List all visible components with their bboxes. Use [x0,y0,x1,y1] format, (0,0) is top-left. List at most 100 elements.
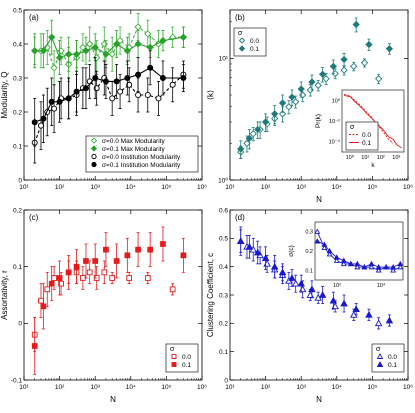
x-tick-label: 10² [261,184,271,191]
data-point [155,95,162,102]
data-point [117,88,124,95]
data-point [318,291,327,298]
data-point [160,241,166,247]
series-2 [31,226,187,375]
data-point [90,145,98,152]
y-tick-label: 0 [224,377,228,384]
inset-y-tick-label: 10⁻⁴ [329,139,341,146]
data-point [375,75,383,83]
data-point [113,258,120,264]
data-point [82,85,89,92]
data-point [51,275,57,281]
data-point [101,269,108,276]
data-point [340,257,347,263]
data-point [124,74,131,81]
data-point [72,50,81,58]
series-4 [31,50,187,147]
inset-clustering-std: 10² 10⁴ 0.1 0.2 0.3 σ(c) [288,221,404,289]
inset-x-tick-label: 10³ [392,155,400,161]
legend-label: σ=0.1 Institution Modularity [102,162,181,169]
data-point [55,53,64,62]
x-tick-label: 10³ [296,184,306,191]
data-point [376,353,384,359]
data-point [56,98,63,105]
x-tick-label: 10² [55,384,65,391]
inset-x-tick-label: 10² [377,155,385,161]
data-point [56,275,63,281]
data-point [365,310,373,318]
y-tick-label: 0.2 [13,109,22,116]
data-point [169,286,176,293]
y-axis-label: Assortativity, r [0,270,9,320]
y-tick-label: 10¹ [219,56,229,63]
x-tick-label: 10⁶ [197,384,207,391]
data-point [65,269,72,276]
series-3 [31,60,187,164]
data-point [326,251,333,257]
data-point [180,74,187,81]
data-point [31,343,38,349]
data-point [271,110,279,118]
data-point [102,78,109,85]
data-point [383,263,390,270]
data-point [390,267,397,273]
data-point [360,59,369,67]
data-point [340,55,348,64]
x-tick-label: 10¹ [19,384,29,391]
data-point [254,125,262,134]
y-tick-label: -0.1 [11,377,23,384]
data-point [159,36,167,45]
data-point [113,78,120,85]
data-point [40,303,47,310]
inset-x-tick-label: 10¹ [361,155,369,161]
legend-label: 0.1 [250,46,259,53]
series-2 [236,226,394,327]
data-point [245,134,254,142]
data-point [347,260,354,267]
legend-label: σ=0.0 Max Modularity [102,138,165,145]
data-point [385,316,394,324]
legend-label: σ=0.1 Max Modularity [102,146,165,153]
legend-label: 0.0 [388,354,397,361]
data-point [51,105,58,112]
data-point [147,64,154,71]
data-point [37,122,44,129]
x-axis-label: N [316,195,322,204]
data-point [352,20,360,29]
data-point [352,305,360,313]
data-point [83,258,89,264]
x-axis-label: N [316,395,322,404]
data-point [314,238,321,244]
inset-y-label: σ(c) [288,245,295,257]
panel-label: (d) [235,213,245,222]
series-2 [237,17,394,159]
data-point [48,280,55,287]
x-tick-label: 10⁴ [332,384,342,391]
data-point [333,254,340,260]
data-point [144,275,151,281]
x-tick-label: 10⁴ [126,184,136,191]
data-point [86,40,94,48]
x-tick-label: 10³ [296,384,306,391]
x-tick-label: 10² [55,184,65,191]
legend: σ 0.00.1 [233,27,267,57]
data-point [147,246,154,253]
data-point [329,296,338,304]
data-point [91,153,97,160]
data-point [321,244,328,250]
data-point [340,299,348,307]
inset-series-2 [314,238,404,270]
panel-label: (a) [29,13,39,22]
data-point [65,50,73,58]
legend-label: 0.0 [250,38,259,45]
legend-label: 0.0 [182,354,191,361]
data-point [31,119,38,126]
data-point [90,137,98,144]
x-tick-label: 10⁵ [367,384,377,391]
y-tick-label: 10⁰ [218,176,228,184]
inset-x-tick-label: 10⁴ [377,282,386,289]
x-tick-label: 10² [261,384,271,391]
data-point [159,74,166,81]
y-tick-label: 0 [18,177,22,184]
